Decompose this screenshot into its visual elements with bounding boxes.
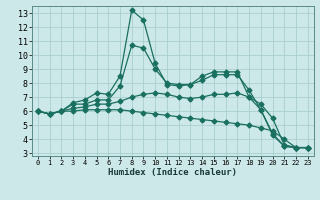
X-axis label: Humidex (Indice chaleur): Humidex (Indice chaleur) bbox=[108, 168, 237, 177]
